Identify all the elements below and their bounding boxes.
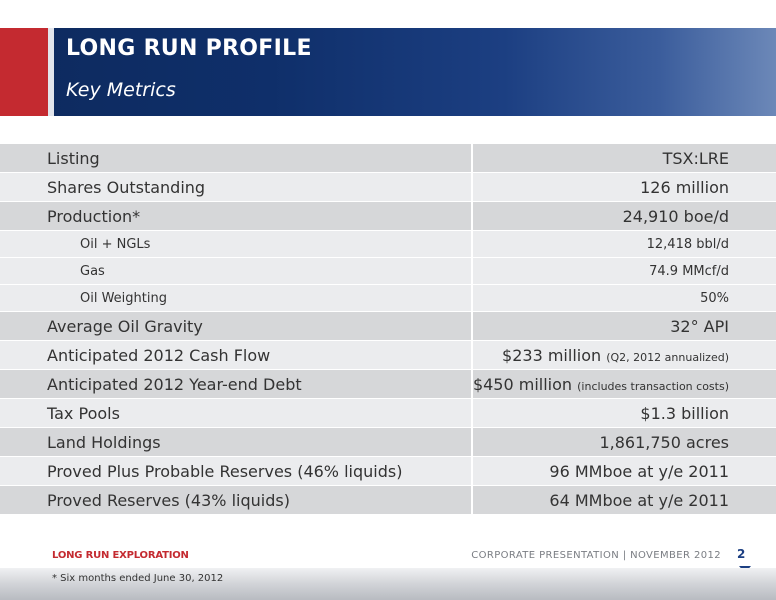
metric-value-text: 64 MMboe at y/e 2011 — [549, 490, 729, 510]
metric-label: Shares Outstanding — [0, 172, 473, 202]
metric-value: 32° API — [471, 311, 776, 341]
table-row: Listing TSX:LRE — [0, 144, 776, 173]
table-row: Anticipated 2012 Year-end Debt $450 mill… — [0, 369, 776, 399]
metric-value: $1.3 billion — [471, 398, 776, 428]
page-number: 2 — [737, 547, 746, 561]
metric-label: Gas — [0, 257, 473, 285]
metric-label: Average Oil Gravity — [0, 311, 473, 341]
metric-value-text: $1.3 billion — [640, 403, 729, 423]
metric-value-text: 1,861,750 acres — [599, 432, 729, 452]
metric-value: 126 million — [471, 172, 776, 202]
table-row: Tax Pools $1.3 billion — [0, 398, 776, 428]
metric-value: $233 million (Q2, 2012 annualized) — [471, 340, 776, 370]
footer-presentation-label: CORPORATE PRESENTATION | NOVEMBER 2012 — [471, 550, 721, 561]
metric-value: 1,861,750 acres — [471, 427, 776, 457]
metric-value: 74.9 MMcf/d — [471, 257, 776, 285]
page-title: LONG RUN PROFILE — [66, 36, 312, 61]
table-row: Shares Outstanding 126 million — [0, 172, 776, 202]
metric-label: Anticipated 2012 Year-end Debt — [0, 369, 473, 399]
metric-label: Anticipated 2012 Cash Flow — [0, 340, 473, 370]
header-banner — [0, 28, 776, 116]
table-row: Land Holdings 1,861,750 acres — [0, 427, 776, 457]
metric-value-text: 50% — [700, 290, 729, 306]
metric-label: Oil + NGLs — [0, 230, 473, 258]
table-row: Average Oil Gravity 32° API — [0, 311, 776, 341]
metric-value-text: $233 million — [502, 345, 602, 365]
table-row: Anticipated 2012 Cash Flow $233 million … — [0, 340, 776, 370]
metric-value: TSX:LRE — [471, 144, 776, 173]
metric-note: (includes transaction costs) — [577, 379, 729, 393]
metric-value: 24,910 boe/d — [471, 201, 776, 231]
metric-value: 12,418 bbl/d — [471, 230, 776, 258]
banner-red-block — [0, 28, 48, 116]
table-row: Proved Plus Probable Reserves (46% liqui… — [0, 456, 776, 486]
metric-label: Land Holdings — [0, 427, 473, 457]
metric-value: 96 MMboe at y/e 2011 — [471, 456, 776, 486]
metric-value-text: 74.9 MMcf/d — [649, 263, 729, 279]
table-row: Production* 24,910 boe/d — [0, 201, 776, 231]
metric-label: Proved Reserves (43% liquids) — [0, 485, 473, 515]
banner-stripe — [48, 28, 54, 116]
table-row: Proved Reserves (43% liquids) 64 MMboe a… — [0, 485, 776, 515]
table-row: Gas 74.9 MMcf/d — [0, 257, 776, 285]
footer-company-name: LONG RUN EXPLORATION — [52, 550, 189, 561]
table-row: Oil + NGLs 12,418 bbl/d — [0, 230, 776, 258]
metric-label: Proved Plus Probable Reserves (46% liqui… — [0, 456, 473, 486]
footnote: * Six months ended June 30, 2012 — [52, 573, 224, 584]
metric-label: Listing — [0, 144, 473, 173]
metric-value-text: 32° API — [670, 316, 729, 336]
footer-bar — [0, 568, 776, 600]
metric-label: Tax Pools — [0, 398, 473, 428]
metric-value-text: 12,418 bbl/d — [646, 236, 729, 252]
metric-note: (Q2, 2012 annualized) — [606, 350, 729, 364]
metric-value-text: 96 MMboe at y/e 2011 — [549, 461, 729, 481]
metric-label: Oil Weighting — [0, 284, 473, 312]
metric-value-text: 126 million — [640, 177, 729, 197]
metric-label: Production* — [0, 201, 473, 231]
key-metrics-table: Listing TSX:LRE Shares Outstanding 126 m… — [0, 144, 776, 515]
page-subtitle: Key Metrics — [66, 79, 176, 101]
metric-value: 50% — [471, 284, 776, 312]
metric-value: 64 MMboe at y/e 2011 — [471, 485, 776, 515]
metric-value-text: TSX:LRE — [662, 148, 729, 168]
table-row: Oil Weighting 50% — [0, 284, 776, 312]
metric-value-text: $450 million — [472, 374, 573, 394]
metric-value-text: 24,910 boe/d — [622, 206, 729, 226]
metric-value: $450 million (includes transaction costs… — [471, 369, 776, 399]
